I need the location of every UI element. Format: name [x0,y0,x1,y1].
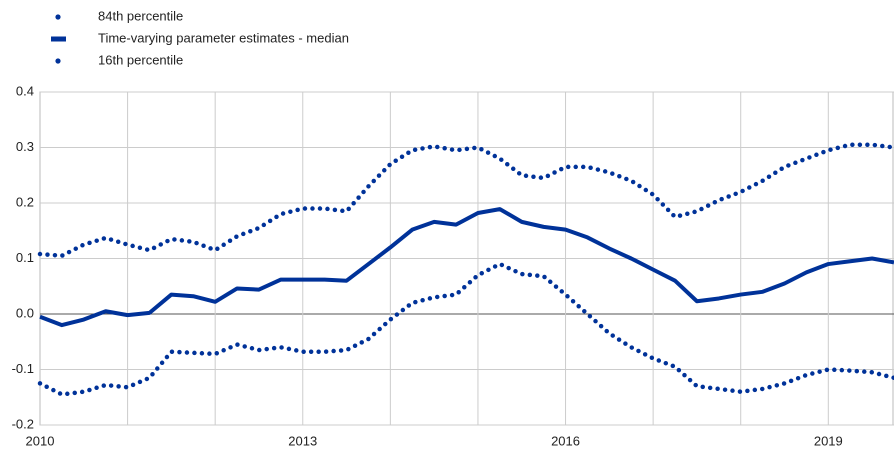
y-tick-label: 0.1 [16,250,34,265]
y-tick-label: 0.4 [16,83,34,98]
y-tick-label: 0.2 [16,194,34,209]
x-tick-label: 2016 [551,433,580,448]
y-tick-label: -0.2 [12,416,34,431]
x-tick-label: 2013 [288,433,317,448]
y-tick-label: -0.1 [12,361,34,376]
x-tick-label: 2010 [26,433,55,448]
y-tick-label: 0.0 [16,305,34,320]
x-tick-label: 2019 [814,433,843,448]
legend-marker [55,58,61,64]
legend-marker [55,14,61,20]
y-tick-label: 0.3 [16,139,34,154]
legend-marker [51,36,66,42]
legend-label: 16th percentile [98,52,183,67]
legend-label: Time-varying parameter estimates - media… [98,30,349,45]
series-line [37,142,894,259]
series-line [37,261,894,397]
series-line [39,207,894,328]
legend-label: 84th percentile [98,8,183,23]
